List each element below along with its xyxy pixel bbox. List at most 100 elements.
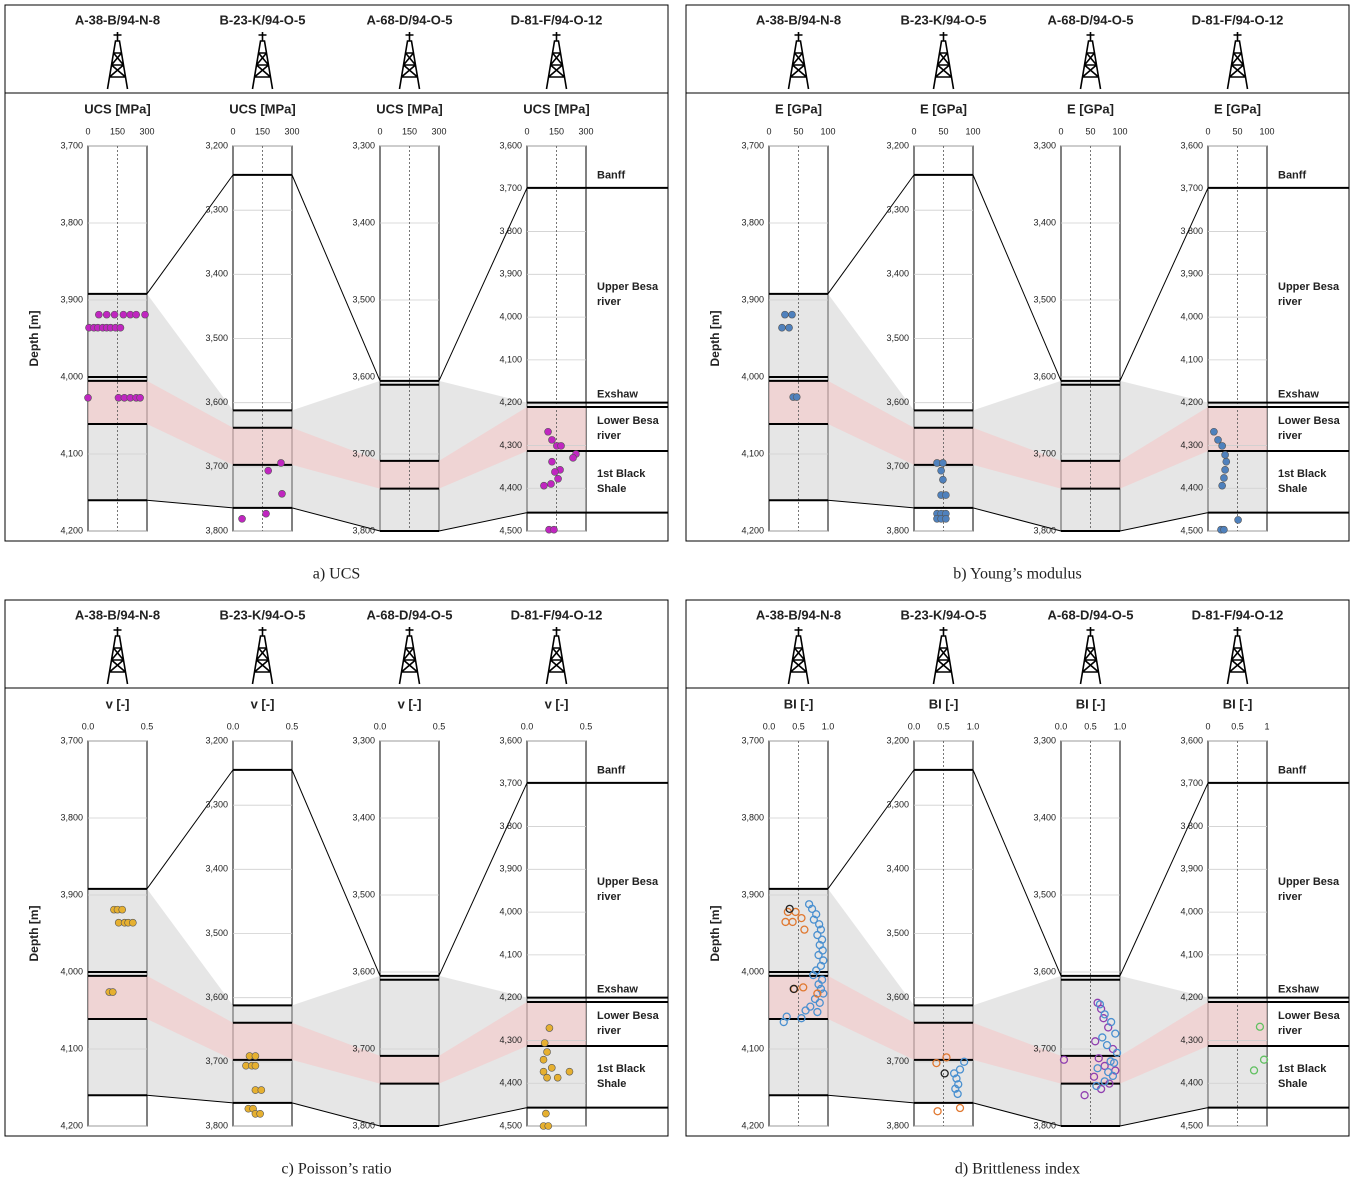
y-tick-label: 3,700 (499, 778, 522, 788)
x-tick-label: 100 (965, 126, 980, 136)
lower-besa-shading (973, 1022, 1061, 1084)
y-tick-label: 4,000 (60, 966, 83, 976)
track-title: E [GPa] (920, 101, 967, 116)
formation-label: Upper Besa river (1278, 876, 1340, 904)
data-point (264, 466, 273, 475)
caption: c) Poisson’s ratio (281, 1161, 391, 1178)
data-point (277, 459, 285, 467)
shale-zone-shading (380, 975, 439, 1126)
data-point (1099, 1014, 1108, 1023)
derrick (787, 627, 810, 685)
derrick (251, 32, 274, 90)
y-tick-label: 3,400 (886, 269, 909, 279)
x-tick-label: 300 (578, 126, 593, 136)
shale-zone-shading (147, 888, 233, 1103)
x-tick-label: 150 (402, 126, 417, 136)
data-point (1221, 466, 1229, 474)
track-title: BI [-] (1076, 696, 1106, 711)
x-tick-label: 50 (1085, 126, 1095, 136)
x-tick-label: 0.5 (1231, 721, 1244, 731)
y-tick-label: 3,400 (1033, 217, 1056, 227)
x-tick-label: 1.0 (822, 721, 835, 731)
data-point (256, 1110, 264, 1118)
y-tick-label: 3,300 (205, 800, 228, 810)
data-point (937, 466, 945, 475)
data-point (550, 525, 558, 534)
formation-label: Banff (597, 169, 626, 182)
y-tick-label: 3,600 (499, 735, 522, 745)
data-point (819, 989, 828, 998)
data-point (939, 459, 947, 467)
data-point (569, 454, 577, 462)
data-point (110, 310, 119, 319)
formation-label: Upper Besa river (597, 876, 659, 904)
y-tick-label: 3,600 (886, 992, 909, 1002)
correlation-line (972, 1102, 1062, 1127)
shale-zone-shading (828, 888, 914, 1103)
track-title: v [-] (398, 696, 422, 711)
y-tick-label: 3,700 (205, 1056, 228, 1066)
data-point (1111, 1029, 1120, 1038)
y-tick-label: 3,600 (352, 371, 375, 381)
data-point (1107, 1017, 1116, 1027)
y-tick-label: 3,800 (499, 821, 522, 831)
y-tick-label: 4,000 (1180, 311, 1203, 321)
y-tick-label: 3,300 (352, 735, 375, 745)
y-tick-label: 3,600 (1180, 735, 1203, 745)
track-title: BI [-] (1223, 696, 1253, 711)
y-tick-label: 3,700 (1180, 778, 1203, 788)
shale-zone-shading (973, 975, 1061, 1126)
lower-besa-shading (1120, 1001, 1208, 1084)
data-point (84, 393, 92, 402)
data-point (1109, 1058, 1119, 1068)
caption: b) Young’s modulus (953, 566, 1081, 583)
derrick (398, 627, 421, 685)
data-point (129, 918, 137, 927)
x-tick-label: 300 (284, 126, 299, 136)
data-point (814, 980, 823, 989)
data-point (785, 904, 794, 914)
y-tick-label: 3,600 (499, 140, 522, 150)
lower-besa-shading (380, 1055, 439, 1084)
correlation-line (438, 1107, 528, 1127)
x-tick-label: 0.5 (433, 721, 446, 731)
data-point (544, 1122, 553, 1130)
data-point (262, 509, 270, 518)
y-tick-label: 3,800 (60, 217, 83, 227)
y-tick-label: 4,300 (1180, 440, 1203, 450)
shale-zone-shading (439, 380, 527, 531)
data-point (799, 983, 808, 992)
track-title: BI [-] (929, 696, 959, 711)
data-point (548, 457, 556, 466)
data-point (815, 920, 824, 929)
correlation-line (827, 1094, 915, 1104)
data-point (547, 1064, 556, 1072)
y-tick-label: 4,000 (741, 966, 764, 976)
data-point (797, 913, 806, 923)
data-point (553, 1073, 562, 1082)
data-point (932, 1058, 941, 1068)
track-title: UCS [MPa] (376, 101, 442, 116)
correlation-line (438, 782, 528, 977)
y-tick-label: 4,100 (60, 448, 83, 458)
x-tick-label: 0.0 (374, 721, 387, 731)
lower-besa-shading (439, 1001, 527, 1084)
y-tick-label: 3,900 (499, 269, 522, 279)
y-tick-label: 3,800 (1033, 525, 1056, 535)
data-point (540, 481, 548, 490)
derrick (1079, 627, 1102, 685)
y-tick-label: 3,600 (352, 966, 375, 976)
data-point (815, 998, 824, 1007)
y-tick-label: 4,000 (741, 371, 764, 381)
data-point (1080, 1091, 1089, 1100)
shale-zone-shading (439, 975, 527, 1126)
x-tick-label: 0.5 (580, 721, 593, 731)
data-point (118, 905, 127, 914)
data-point (809, 970, 818, 980)
track-title: E [GPa] (1214, 101, 1261, 116)
y-tick-label: 3,900 (60, 294, 83, 304)
lower-besa-shading (88, 975, 147, 1019)
x-tick-label: 100 (820, 126, 835, 136)
data-point (1100, 1010, 1109, 1019)
formation-label: Banff (1278, 169, 1307, 182)
